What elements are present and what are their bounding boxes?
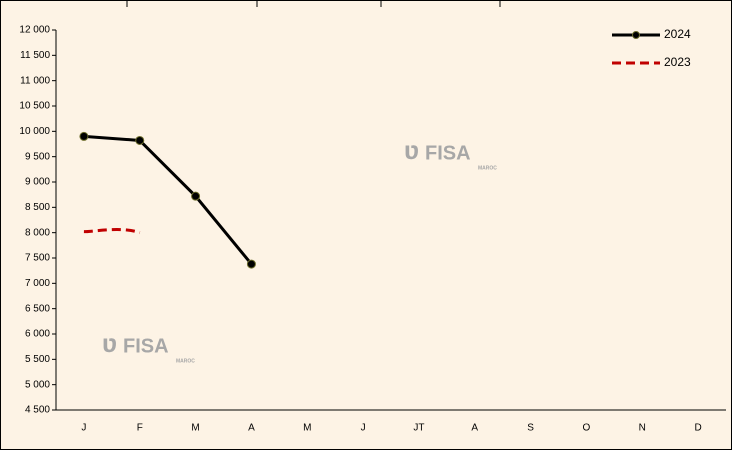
x-tick-label: J [361, 423, 366, 434]
y-tick-label: 6 500 [25, 303, 50, 314]
y-tick-label: 6 000 [25, 329, 50, 340]
x-tick-label: N [639, 423, 646, 434]
y-tick-label: 4 500 [25, 405, 50, 416]
series-line [83, 228, 141, 235]
series-line [83, 134, 253, 266]
y-tick-label: 10 500 [19, 101, 50, 112]
y-tick-label: 8 500 [25, 202, 50, 213]
watermark-logo: ʋ [102, 328, 117, 358]
legend-label: 2023 [664, 55, 691, 69]
y-tick-label: 11 500 [20, 50, 50, 61]
point [135, 135, 145, 145]
x-tick-label: S [527, 423, 534, 434]
watermark-sub: MAROC [478, 165, 497, 171]
watermark: ʋ FISA MAROC ʋ FISA MAROC [102, 135, 497, 364]
y-tick-label: 7 000 [25, 278, 50, 289]
x-tick-label: M [303, 423, 311, 434]
point [79, 131, 89, 141]
watermark-text: FISA [123, 335, 169, 357]
x-tick-label: A [248, 423, 255, 434]
y-tick-label: 11 000 [20, 75, 50, 86]
y-tick-label: 12 000 [19, 25, 50, 36]
x-tick-label: D [694, 423, 701, 434]
table-edge [126, 0, 501, 7]
point [246, 259, 256, 269]
x-tick-label: F [137, 423, 143, 434]
y-tick-label: 9 000 [25, 177, 50, 188]
legend-label: 2024 [664, 27, 691, 41]
y-tick-label: 8 000 [25, 227, 50, 238]
y-tick-label: 10 000 [19, 126, 50, 137]
watermark-logo: ʋ [404, 135, 419, 165]
x-tick-label: J [81, 423, 86, 434]
point [191, 191, 201, 201]
x-tick-label: A [471, 423, 478, 434]
y-tick-label: 9 500 [25, 151, 50, 162]
watermark-text: FISA [425, 142, 471, 164]
y-tick-label: 7 500 [25, 253, 50, 264]
y-tick-label: 5 000 [25, 379, 50, 390]
y-tick-label: 5 500 [25, 354, 50, 365]
watermark-sub: MAROC [176, 358, 195, 364]
legend-marker [632, 31, 640, 39]
x-tick-label: M [191, 423, 199, 434]
x-tick-label: JT [413, 423, 424, 434]
x-tick-label: O [583, 423, 591, 434]
